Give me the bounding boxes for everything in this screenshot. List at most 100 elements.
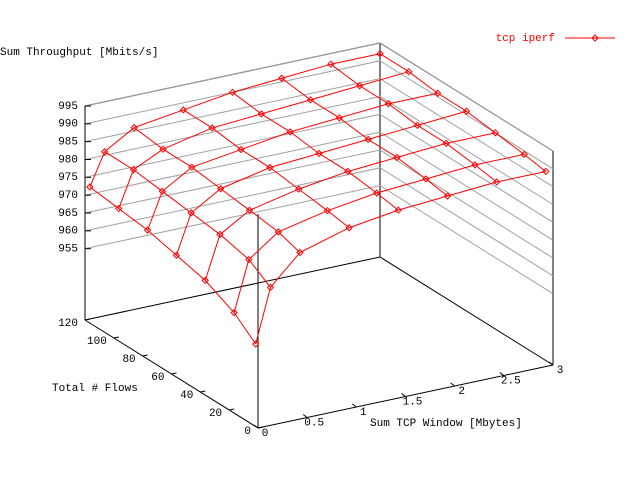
data-point <box>130 123 138 132</box>
y-tick-label: 0 <box>244 426 251 438</box>
x-tick <box>499 372 505 376</box>
data-point <box>462 107 471 115</box>
data-point <box>344 167 352 176</box>
data-point <box>172 251 181 259</box>
data-point <box>394 206 402 214</box>
box-edge <box>379 256 554 366</box>
grid-line <box>84 95 554 205</box>
data-point <box>237 145 245 154</box>
x-tick <box>302 414 308 418</box>
z-tick-label: 970 <box>58 190 78 202</box>
y-tick <box>257 426 264 429</box>
x-tick <box>450 382 455 387</box>
grid-line <box>84 149 554 259</box>
iso-line <box>330 63 497 183</box>
y-tick-label: 60 <box>151 372 164 384</box>
y-axis-label: Total # Flows <box>52 383 138 395</box>
x-tick <box>401 393 406 397</box>
iso-line <box>232 91 399 211</box>
data-point <box>245 206 254 215</box>
data-point <box>364 135 372 144</box>
data-point <box>115 204 123 213</box>
z-tick-label: 965 <box>58 208 78 220</box>
y-tick-label: 80 <box>122 354 135 366</box>
x-tick-label: 0 <box>262 428 269 440</box>
iso-line <box>118 71 409 209</box>
data-point <box>327 60 335 68</box>
data-point <box>179 106 188 114</box>
data-point <box>306 96 315 104</box>
iso-line <box>281 77 448 197</box>
iso-line <box>147 92 438 231</box>
box-edge <box>84 256 381 321</box>
z-tick-label: 960 <box>58 226 78 238</box>
data-point <box>413 121 422 130</box>
legend-label: tcp iperf <box>496 33 555 45</box>
iso-line <box>175 110 467 256</box>
data-point <box>208 124 216 132</box>
z-tick-label: 995 <box>58 101 78 113</box>
data-point <box>143 226 152 234</box>
y-tick-label: 40 <box>180 390 193 402</box>
grid-line <box>84 185 554 295</box>
data-point <box>216 185 225 193</box>
z-tick-label: 985 <box>58 137 78 149</box>
y-tick <box>171 372 177 375</box>
y-tick-label: 120 <box>58 318 78 330</box>
data-point <box>315 149 323 158</box>
z-tick-label: 955 <box>58 244 78 256</box>
y-tick-label: 20 <box>209 408 222 420</box>
grid-line <box>84 113 554 223</box>
data-point <box>274 228 283 236</box>
data-point <box>245 255 253 264</box>
data-point <box>471 161 479 169</box>
data-point <box>277 74 286 82</box>
iso-line <box>379 53 547 172</box>
iso-line <box>89 53 381 188</box>
x-tick-label: 0.5 <box>304 417 324 429</box>
x-tick-label: 3 <box>557 365 564 377</box>
data-point <box>323 206 332 215</box>
data-point <box>266 163 274 172</box>
z-axis-label: Sum Throughput [Mbits/s] <box>0 47 158 59</box>
data-point <box>228 88 237 97</box>
data-point <box>187 209 195 217</box>
x-tick-label: 2.5 <box>501 375 521 387</box>
data-point <box>372 189 381 197</box>
data-point <box>492 178 501 186</box>
x-tick-label: 1 <box>360 407 367 419</box>
data-point <box>443 192 452 200</box>
x-axis-label: Sum TCP Window [Mbytes] <box>370 418 522 430</box>
data-point <box>159 145 167 153</box>
iso-line <box>89 186 257 345</box>
data-point <box>266 283 275 292</box>
iso-line <box>183 109 350 229</box>
data-point <box>393 153 401 162</box>
data-point <box>296 248 304 257</box>
data-point <box>376 49 384 58</box>
x-tick <box>548 361 554 366</box>
z-tick-label: 980 <box>58 154 78 166</box>
data-point <box>129 166 138 174</box>
data-point <box>520 150 528 159</box>
y-tick <box>84 318 91 321</box>
data-point <box>442 139 450 148</box>
data-point <box>188 163 196 171</box>
grid-line <box>84 78 554 188</box>
y-tick <box>142 354 148 357</box>
iso-line <box>104 151 271 288</box>
data-point <box>433 89 442 97</box>
data-point <box>294 185 303 193</box>
y-tick-label: 100 <box>87 336 107 348</box>
iso-line <box>133 127 301 253</box>
grid-line <box>84 60 554 170</box>
data-point <box>230 308 238 317</box>
y-tick <box>113 336 119 339</box>
data-point <box>216 230 224 239</box>
x-tick-label: 1.5 <box>403 396 423 408</box>
iso-line <box>255 170 546 345</box>
iso-line <box>204 132 496 281</box>
grid-line <box>84 167 554 277</box>
x-tick <box>253 424 259 429</box>
